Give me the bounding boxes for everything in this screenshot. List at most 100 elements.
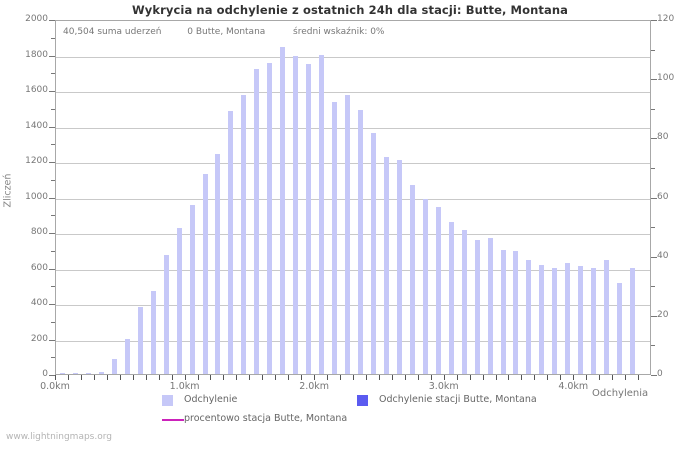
- y-axis-left-tick-mark: [49, 268, 55, 270]
- bar: [370, 132, 376, 374]
- y-axis-left-minor-tick: [51, 37, 55, 39]
- x-axis-tick-mark: [80, 375, 82, 380]
- x-axis-tick-mark: [469, 375, 471, 380]
- legend-line-marker: [162, 419, 184, 421]
- x-axis-tick-mark: [93, 375, 95, 380]
- y-axis-left-tick-label: 400: [30, 298, 48, 308]
- y-axis-right-tick-mark: [651, 20, 657, 21]
- x-axis-tick-mark: [391, 375, 393, 380]
- y-axis-right-tick-label: 100: [657, 73, 675, 84]
- bar: [293, 56, 299, 374]
- y-axis-left-tick-mark: [49, 304, 55, 305]
- x-axis-tick-mark: [145, 375, 147, 380]
- bar: [254, 68, 260, 374]
- bar: [215, 153, 221, 374]
- bar: [604, 260, 610, 374]
- x-axis-tick-mark: [301, 375, 303, 380]
- bar: [383, 157, 389, 374]
- subtitle-station-count: 0 Butte, Montana: [187, 27, 266, 37]
- y-axis-left-minor-tick: [51, 144, 55, 146]
- y-axis-left-tick-mark: [49, 233, 55, 234]
- bar: [357, 110, 363, 374]
- x-axis-tick-label: 4.0km: [558, 381, 589, 392]
- x-axis-tick-label: 2.0km: [299, 381, 330, 392]
- x-axis-tick-mark: [197, 375, 199, 380]
- x-axis-tick-label: 1.0km: [169, 381, 200, 392]
- x-axis-tick-mark: [67, 375, 69, 380]
- subtitle-total-strikes: 40,504 suma uderzeń: [63, 27, 162, 37]
- bar: [409, 184, 415, 374]
- bar: [124, 339, 130, 374]
- y-axis-right-tick-label: 40: [657, 250, 669, 261]
- y-axis-left-tick-mark: [49, 197, 55, 199]
- x-axis-tick-mark: [262, 375, 264, 380]
- y-axis-left-minor-tick: [51, 179, 55, 181]
- x-axis-tick-mark: [482, 375, 484, 380]
- y-axis-left-minor-tick: [51, 357, 55, 359]
- x-axis-tick-mark: [119, 375, 121, 380]
- y-axis-left-minor-tick: [51, 286, 55, 288]
- bar: [500, 249, 506, 374]
- x-axis-tick-mark: [171, 375, 173, 380]
- y-axis-left-minor-tick: [51, 108, 55, 110]
- y-axis-right-minor-tick: [651, 286, 655, 288]
- x-axis-tick-mark: [353, 375, 354, 380]
- x-axis-label: Odchylenia: [592, 388, 649, 399]
- y-axis-right-tick-mark: [651, 375, 657, 376]
- bar: [552, 267, 558, 374]
- x-axis-tick-mark: [378, 375, 380, 380]
- y-axis-right-minor-tick: [651, 227, 655, 229]
- y-axis-right-tick-mark: [651, 138, 657, 140]
- y-axis-right-tick-label: 20: [657, 309, 669, 320]
- bar: [228, 111, 234, 374]
- x-axis-tick-mark: [158, 375, 160, 380]
- legend-label: Odchylenie stacji Butte, Montana: [379, 394, 537, 405]
- y-axis-left-minor-tick: [51, 321, 55, 323]
- x-axis-tick-mark: [495, 375, 497, 380]
- bar: [474, 240, 480, 374]
- bar: [176, 228, 182, 374]
- subtitle-average-rate: średni wskaźnik: 0%: [293, 27, 385, 37]
- x-axis-tick-mark: [430, 375, 432, 380]
- x-axis-tick-mark: [612, 375, 614, 380]
- bar: [591, 267, 597, 374]
- y-axis-right-tick-mark: [651, 256, 657, 258]
- bar: [539, 264, 545, 374]
- x-axis-tick-label: 3.0km: [428, 381, 459, 392]
- x-axis-tick-mark: [249, 375, 251, 380]
- bar: [461, 230, 467, 374]
- bar: [241, 95, 247, 374]
- y-axis-right-tick-label: 120: [657, 14, 675, 24]
- plot-area: [55, 20, 651, 375]
- legend-label: procentowo stacja Butte, Montana: [184, 413, 348, 424]
- legend-color-swatch: [162, 395, 173, 406]
- x-axis-tick-mark: [443, 375, 445, 380]
- bar: [487, 238, 493, 374]
- y-axis-left-tick-label: 800: [30, 227, 48, 237]
- x-axis-tick-mark: [106, 375, 108, 380]
- x-axis-tick-mark: [573, 375, 575, 380]
- y-axis-right-minor-tick: [651, 108, 655, 110]
- x-axis-tick-mark: [508, 375, 510, 380]
- x-axis-tick-mark: [638, 375, 640, 380]
- y-axis-left-tick-label: 0: [42, 369, 48, 379]
- y-axis-right-minor-tick: [651, 49, 655, 51]
- y-axis-left-tick-mark: [49, 20, 55, 21]
- x-axis-tick-mark: [210, 375, 212, 380]
- x-axis-tick-mark: [236, 375, 238, 380]
- x-axis-tick-mark: [625, 375, 627, 380]
- bar: [526, 260, 532, 374]
- x-axis-tick-mark: [456, 375, 458, 380]
- bar: [163, 255, 169, 374]
- bar: [578, 265, 584, 374]
- bar: [98, 372, 104, 374]
- y-axis-right-minor-tick: [651, 345, 655, 347]
- x-axis-tick-mark: [55, 375, 56, 380]
- y-axis-right-tick-mark: [651, 315, 657, 317]
- legend-color-swatch: [357, 395, 368, 406]
- x-axis-tick-mark: [599, 375, 601, 380]
- x-axis-tick-label: 0.0km: [40, 381, 70, 392]
- bar: [396, 160, 402, 374]
- bar: [202, 174, 208, 374]
